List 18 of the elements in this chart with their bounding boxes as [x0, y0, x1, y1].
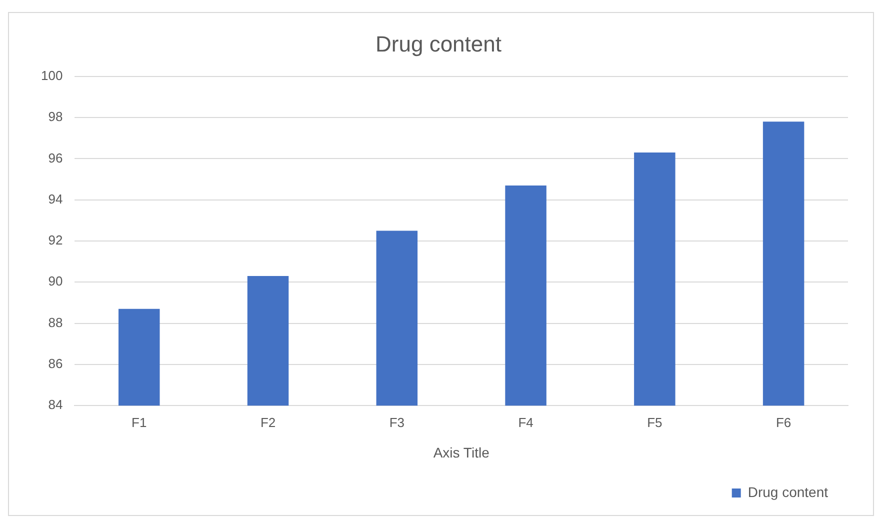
- y-tick-label: 86: [48, 356, 63, 372]
- y-tick-label: 96: [48, 150, 63, 166]
- y-tick-label: 88: [48, 314, 63, 330]
- x-tick-label: F2: [260, 414, 276, 430]
- y-tick-label: 90: [48, 274, 63, 289]
- x-tick-label: F1: [132, 414, 147, 430]
- chart-title: Drug content: [376, 31, 502, 56]
- x-axis-title: Axis Title: [433, 444, 490, 460]
- x-tick-label: F4: [518, 414, 534, 430]
- x-tick-label: F6: [776, 414, 792, 430]
- y-tick-label: 92: [48, 232, 63, 248]
- x-tick-label: F5: [647, 414, 662, 430]
- legend-label: Drug content: [748, 484, 828, 500]
- y-tick-label: 100: [40, 68, 63, 83]
- y-tick-label: 98: [48, 109, 63, 124]
- x-tick-label: F3: [389, 414, 404, 430]
- y-tick-label: 94: [48, 191, 63, 206]
- y-tick-label: 84: [48, 397, 63, 412]
